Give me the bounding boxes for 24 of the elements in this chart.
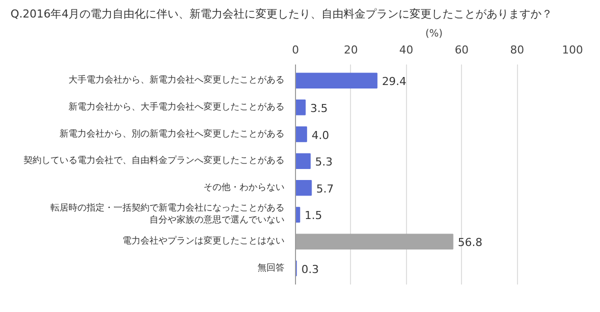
y-tick-label: 電力会社やプランは変更したことはない (122, 236, 284, 247)
x-tick-label: 80 (510, 44, 524, 56)
x-tick-label: 40 (399, 44, 414, 56)
data-label: 5.3 (315, 156, 333, 169)
chart-title: Q.2016年4月の電力自由化に伴い、新電力会社に変更したり、自由料金プランに変更したことがありますか？ (10, 8, 553, 20)
x-tick-label: 20 (344, 44, 358, 56)
x-tick-label: 0 (292, 44, 299, 56)
data-label: 29.4 (382, 75, 406, 88)
y-tick-label: 転居時の指定・一括契約で新電力会社になったことがある自分や家族の意思で選んでいない (50, 202, 284, 226)
y-tick-label: その他・わからない (204, 182, 284, 193)
data-label: 3.5 (310, 102, 328, 115)
y-tick-label: 大手電力会社から、新電力会社へ変更したことがある (68, 74, 284, 86)
x-tick-label: 100 (562, 44, 583, 56)
y-tick-label: 新電力会社から、大手電力会社へ変更したことがある (68, 101, 284, 112)
y-tick-label: 新電力会社から、別の新電力会社へ変更したことがある (60, 128, 284, 140)
data-label: 56.8 (458, 236, 482, 250)
data-label: 4.0 (312, 128, 330, 142)
x-axis-title: (%) (425, 28, 443, 40)
data-label: 0.3 (301, 262, 319, 276)
x-tick-label: 60 (454, 44, 469, 56)
y-tick-label: 無回答 (258, 262, 284, 274)
data-label: 1.5 (304, 209, 322, 222)
data-label: 5.7 (316, 182, 334, 196)
y-tick-label: 契約している電力会社で、自由料金プランへ変更したことがある (24, 155, 284, 166)
